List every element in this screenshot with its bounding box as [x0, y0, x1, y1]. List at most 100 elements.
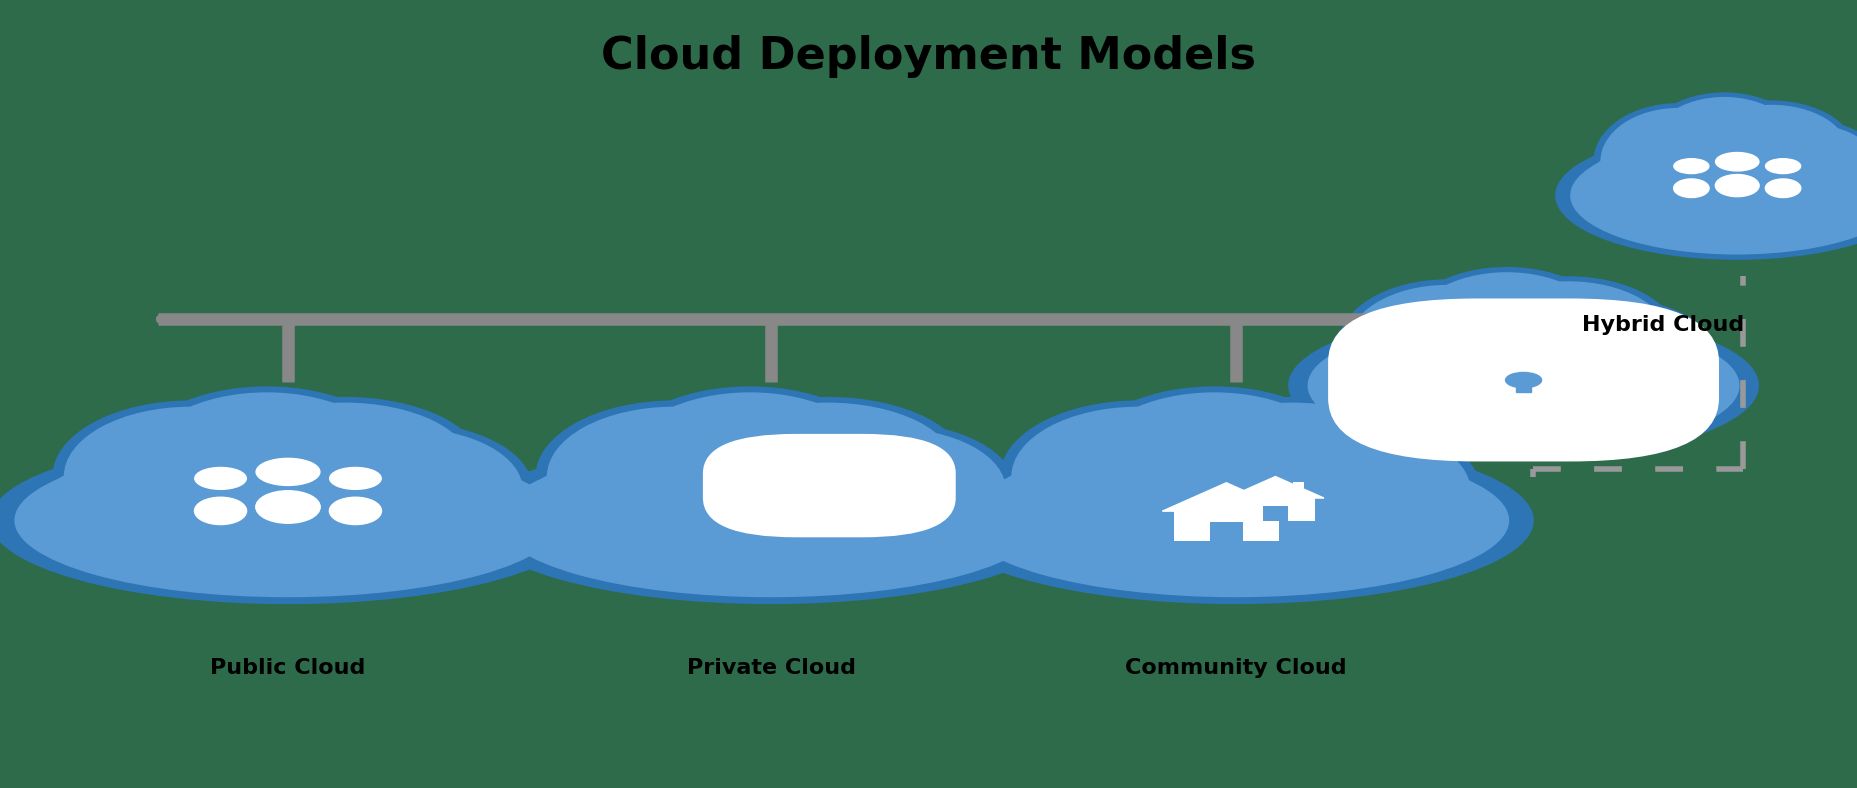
Ellipse shape [717, 489, 793, 530]
Ellipse shape [15, 444, 561, 597]
Ellipse shape [1346, 285, 1547, 408]
Ellipse shape [1593, 103, 1762, 220]
Ellipse shape [26, 454, 249, 571]
Ellipse shape [256, 491, 319, 523]
Text: Community Cloud: Community Cloud [1123, 658, 1346, 678]
Ellipse shape [815, 456, 1027, 568]
Polygon shape [1226, 477, 1324, 498]
Ellipse shape [1467, 281, 1668, 394]
Polygon shape [1162, 483, 1291, 511]
Ellipse shape [1526, 304, 1708, 413]
Ellipse shape [1686, 100, 1855, 207]
Bar [1515, 378, 1530, 392]
Ellipse shape [1582, 148, 1707, 230]
Ellipse shape [1629, 173, 1779, 244]
Ellipse shape [1458, 356, 1671, 445]
Circle shape [1673, 158, 1708, 173]
Ellipse shape [1164, 492, 1411, 584]
Ellipse shape [1642, 92, 1805, 204]
Ellipse shape [498, 444, 1044, 597]
Ellipse shape [583, 488, 852, 588]
Text: Public Cloud: Public Cloud [210, 658, 366, 678]
Ellipse shape [1153, 488, 1422, 588]
Ellipse shape [509, 454, 732, 571]
Ellipse shape [100, 488, 370, 588]
Circle shape [1714, 153, 1759, 171]
Text: Cloud Deployment Models: Cloud Deployment Models [602, 35, 1255, 79]
Ellipse shape [1289, 461, 1482, 563]
Ellipse shape [1694, 173, 1844, 244]
Text: Hybrid Cloud: Hybrid Cloud [1580, 315, 1744, 335]
Ellipse shape [615, 386, 884, 532]
Ellipse shape [1673, 179, 1708, 198]
Ellipse shape [1153, 397, 1430, 535]
Ellipse shape [1307, 318, 1738, 453]
Ellipse shape [52, 400, 329, 552]
Ellipse shape [982, 459, 1187, 566]
Ellipse shape [1599, 108, 1755, 215]
Ellipse shape [518, 459, 722, 566]
Bar [1263, 507, 1287, 521]
Ellipse shape [776, 428, 1005, 551]
FancyBboxPatch shape [702, 434, 954, 537]
Ellipse shape [700, 492, 947, 584]
Ellipse shape [626, 392, 873, 526]
Ellipse shape [546, 407, 800, 546]
Ellipse shape [1229, 422, 1480, 556]
Ellipse shape [1554, 131, 1857, 260]
Bar [1292, 482, 1304, 492]
Circle shape [256, 459, 319, 485]
Ellipse shape [1337, 280, 1556, 414]
Ellipse shape [1279, 456, 1491, 568]
Ellipse shape [1400, 267, 1612, 396]
Ellipse shape [342, 461, 535, 563]
Ellipse shape [700, 403, 954, 530]
Ellipse shape [293, 428, 522, 551]
Ellipse shape [206, 397, 483, 535]
Ellipse shape [35, 459, 240, 566]
Ellipse shape [1467, 360, 1662, 441]
Ellipse shape [1058, 492, 1305, 584]
Bar [1174, 510, 1278, 541]
Circle shape [195, 467, 247, 489]
Ellipse shape [689, 397, 966, 535]
Ellipse shape [1621, 170, 1786, 247]
Ellipse shape [0, 437, 587, 604]
Ellipse shape [1768, 150, 1857, 229]
Ellipse shape [1577, 144, 1712, 234]
Ellipse shape [1079, 386, 1348, 532]
Bar [1209, 522, 1242, 541]
Ellipse shape [282, 422, 533, 556]
Ellipse shape [1164, 403, 1419, 530]
Ellipse shape [1519, 299, 1716, 418]
Ellipse shape [594, 492, 841, 584]
Ellipse shape [329, 497, 381, 525]
Circle shape [717, 457, 793, 489]
Ellipse shape [999, 400, 1276, 552]
Ellipse shape [332, 456, 544, 568]
Ellipse shape [1740, 125, 1857, 219]
Ellipse shape [1240, 428, 1469, 551]
Circle shape [1764, 158, 1799, 173]
Ellipse shape [1686, 170, 1851, 247]
Ellipse shape [1287, 311, 1759, 459]
Ellipse shape [132, 386, 401, 532]
Ellipse shape [823, 461, 1018, 563]
Ellipse shape [195, 497, 247, 525]
Ellipse shape [1383, 360, 1578, 441]
Ellipse shape [1569, 136, 1857, 255]
Ellipse shape [472, 437, 1070, 604]
Ellipse shape [936, 437, 1534, 604]
Ellipse shape [689, 488, 958, 588]
Ellipse shape [1010, 407, 1265, 546]
Ellipse shape [217, 403, 472, 530]
Ellipse shape [962, 444, 1508, 597]
FancyBboxPatch shape [1328, 299, 1718, 462]
Bar [1235, 497, 1315, 521]
Circle shape [1504, 373, 1541, 388]
Ellipse shape [1408, 272, 1604, 390]
Ellipse shape [1564, 333, 1718, 424]
Ellipse shape [1558, 329, 1725, 428]
Ellipse shape [1647, 97, 1799, 199]
Ellipse shape [1733, 121, 1857, 223]
